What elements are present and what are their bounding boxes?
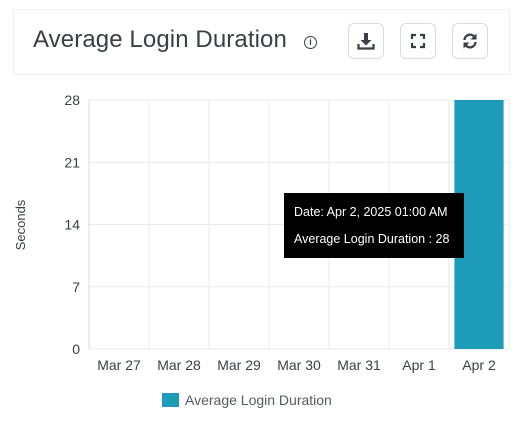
y-tick-label: 7 — [72, 279, 80, 295]
expand-icon — [410, 33, 426, 49]
fullscreen-button[interactable] — [400, 23, 436, 59]
info-icon[interactable]: i — [304, 36, 317, 49]
x-tick-label: Mar 29 — [217, 357, 261, 373]
y-tick-label: 21 — [64, 154, 80, 170]
x-tick-label: Mar 27 — [97, 357, 141, 373]
y-tick-label: 28 — [64, 92, 80, 108]
x-tick-label: Apr 2 — [462, 357, 496, 373]
x-tick-label: Mar 31 — [337, 357, 381, 373]
download-icon — [357, 33, 375, 50]
tooltip-value: Average Login Duration : 28 — [294, 232, 450, 246]
chart-legend[interactable]: Average Login Duration — [162, 392, 332, 408]
legend-swatch — [162, 393, 179, 407]
y-axis-label: Seconds — [13, 199, 28, 250]
chart-title: Average Login Duration — [33, 26, 287, 53]
tooltip-date: Date: Apr 2, 2025 01:00 AM — [294, 205, 448, 219]
y-tick-label: 14 — [64, 217, 80, 233]
refresh-button[interactable] — [452, 23, 488, 59]
x-tick-label: Apr 1 — [402, 357, 436, 373]
legend-label: Average Login Duration — [185, 392, 332, 408]
chart-tooltip: Date: Apr 2, 2025 01:00 AM Average Login… — [284, 193, 464, 258]
x-tick-label: Mar 30 — [277, 357, 321, 373]
chart-header: Average Login Duration i — [14, 10, 509, 74]
refresh-icon — [463, 33, 477, 49]
y-tick-label: 0 — [72, 341, 80, 357]
x-tick-label: Mar 28 — [157, 357, 201, 373]
download-button[interactable] — [348, 23, 384, 59]
